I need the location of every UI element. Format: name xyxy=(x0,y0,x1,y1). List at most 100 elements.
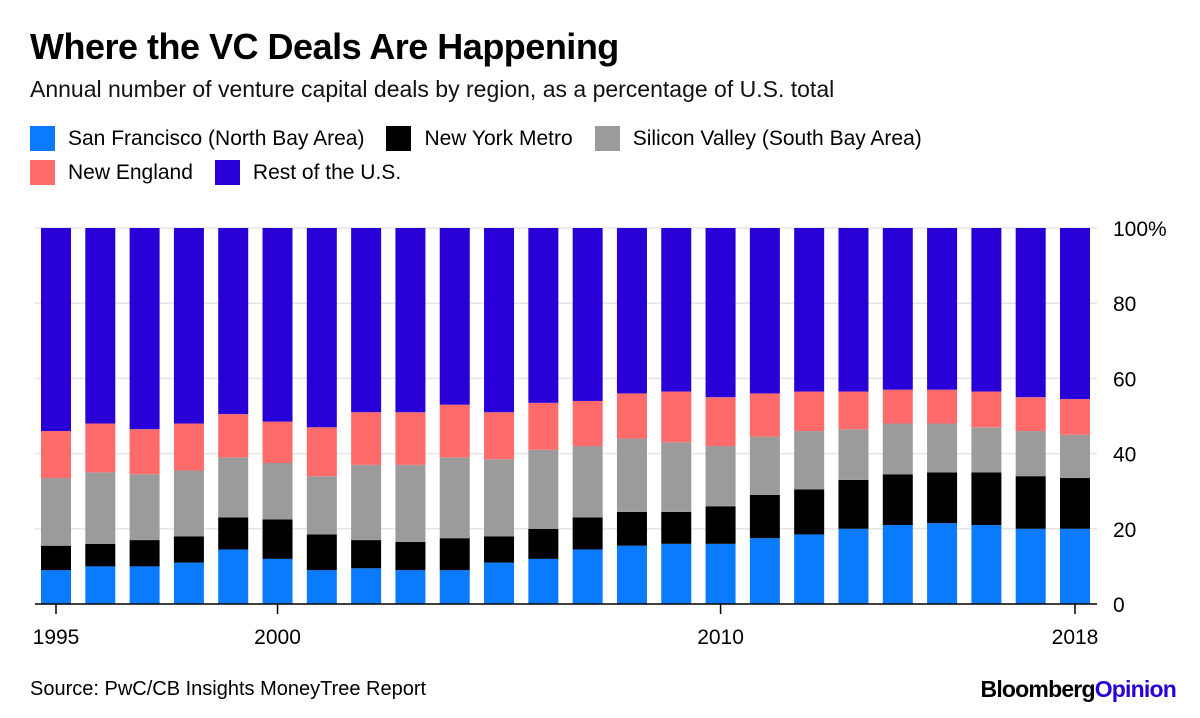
legend-label: Rest of the U.S. xyxy=(252,160,402,184)
bar-segment xyxy=(971,427,1002,473)
bar-segment xyxy=(616,545,647,604)
bar-segment xyxy=(528,228,559,403)
bar-segment xyxy=(218,414,249,458)
logo-bloomberg: Bloomberg xyxy=(980,676,1096,702)
legend-item-new-england: New England xyxy=(30,160,193,185)
bar-segment xyxy=(1060,478,1090,529)
bar-segment xyxy=(351,540,382,569)
bar-segment xyxy=(1015,431,1046,477)
bar-segment xyxy=(749,228,780,394)
chart-title: Where the VC Deals Are Happening xyxy=(30,26,619,67)
x-tick-label: 1995 xyxy=(33,626,80,649)
bar-segment xyxy=(838,429,869,480)
bar-segment xyxy=(794,391,825,432)
legend-item-san-francisco: San Francisco (North Bay Area) xyxy=(30,126,364,151)
bar-segment xyxy=(85,228,116,424)
bar-segment xyxy=(439,538,470,571)
bar-segment xyxy=(218,457,249,518)
bar-segment xyxy=(882,423,913,475)
bar-segment xyxy=(484,228,515,413)
bar-segment xyxy=(41,545,71,571)
bar-segment xyxy=(351,412,382,465)
y-tick-label: 0 xyxy=(1113,594,1125,617)
bar-segment xyxy=(173,423,204,471)
legend-swatch xyxy=(386,126,412,151)
bar-segment xyxy=(838,228,869,392)
y-tick-label: 80 xyxy=(1113,293,1136,316)
x-tick-label: 2010 xyxy=(697,626,744,649)
bar-segment xyxy=(218,549,249,604)
bar-segment xyxy=(395,412,426,465)
bar-segment xyxy=(129,540,160,567)
bar-segment xyxy=(173,470,204,537)
bar-segment xyxy=(882,474,913,526)
y-tick-label: 40 xyxy=(1113,444,1136,467)
bar-segment xyxy=(616,228,647,394)
bar-segment xyxy=(528,558,559,604)
bar-segment xyxy=(705,397,736,447)
bar-segment xyxy=(218,517,249,550)
bar-segment xyxy=(528,449,559,529)
bar-segment xyxy=(661,228,692,392)
bar-segment xyxy=(528,402,559,450)
bar-segment xyxy=(173,536,204,563)
bar-segment xyxy=(85,423,116,473)
bar-segment xyxy=(661,442,692,512)
bar-segment xyxy=(41,431,71,479)
bar-segment xyxy=(927,423,958,473)
bar-segment xyxy=(439,228,470,405)
bar-segment xyxy=(395,570,426,604)
bar-segment xyxy=(616,393,647,439)
bar-segment xyxy=(262,421,293,463)
bar-segment xyxy=(484,459,515,537)
bar-segment xyxy=(749,436,780,495)
bar-segment xyxy=(262,519,293,559)
y-tick-label: 60 xyxy=(1113,368,1136,391)
bar-segment xyxy=(395,228,426,413)
bar-segment xyxy=(439,457,470,539)
bloomberg-opinion-logo: BloombergOpinion xyxy=(980,676,1177,703)
legend-swatch xyxy=(214,160,240,185)
bar-segment xyxy=(1015,476,1046,529)
bar-segment xyxy=(41,570,71,604)
bar-segment xyxy=(439,570,470,604)
bar-segment xyxy=(85,472,116,544)
bar-segment xyxy=(129,228,160,430)
bar-segment xyxy=(129,474,160,541)
legend-item-silicon-valley: Silicon Valley (South Bay Area) xyxy=(594,126,922,151)
bar-segment xyxy=(306,476,337,535)
bar-segment xyxy=(85,566,116,604)
bar-segment xyxy=(971,228,1002,392)
bar-segment xyxy=(572,549,603,604)
bar-segment xyxy=(1060,399,1090,435)
bar-segment xyxy=(794,228,825,392)
bar-segment xyxy=(572,400,603,447)
legend-row: San Francisco (North Bay Area) New York … xyxy=(30,126,944,151)
bar-segment xyxy=(439,404,470,458)
x-tick-label: 2018 xyxy=(1052,626,1099,649)
bar-segment xyxy=(85,543,116,567)
legend-item-new-york: New York Metro xyxy=(386,126,573,151)
bar-segment xyxy=(306,427,337,477)
bar-segment xyxy=(927,389,958,424)
bar-segment xyxy=(838,528,869,604)
bar-segment xyxy=(572,517,603,550)
bar-segment xyxy=(882,228,913,390)
source-note: Source: PwC/CB Insights MoneyTree Report xyxy=(30,678,427,700)
bar-segment xyxy=(262,463,293,520)
bar-segment xyxy=(616,511,647,546)
bar-segment xyxy=(794,431,825,490)
bar-segment xyxy=(705,543,736,604)
legend-swatch xyxy=(30,160,55,185)
bar-segment xyxy=(749,538,780,604)
legend-row: New England Rest of the U.S. xyxy=(30,160,423,185)
bar-segment xyxy=(971,472,1002,526)
bar-segment xyxy=(484,536,515,563)
legend-swatch xyxy=(594,126,620,151)
bar-segment xyxy=(971,525,1002,604)
y-tick-label: 100% xyxy=(1113,218,1167,241)
legend-label: San Francisco (North Bay Area) xyxy=(68,126,365,150)
legend-label: Silicon Valley (South Bay Area) xyxy=(632,126,922,150)
bar-segment xyxy=(395,541,426,571)
